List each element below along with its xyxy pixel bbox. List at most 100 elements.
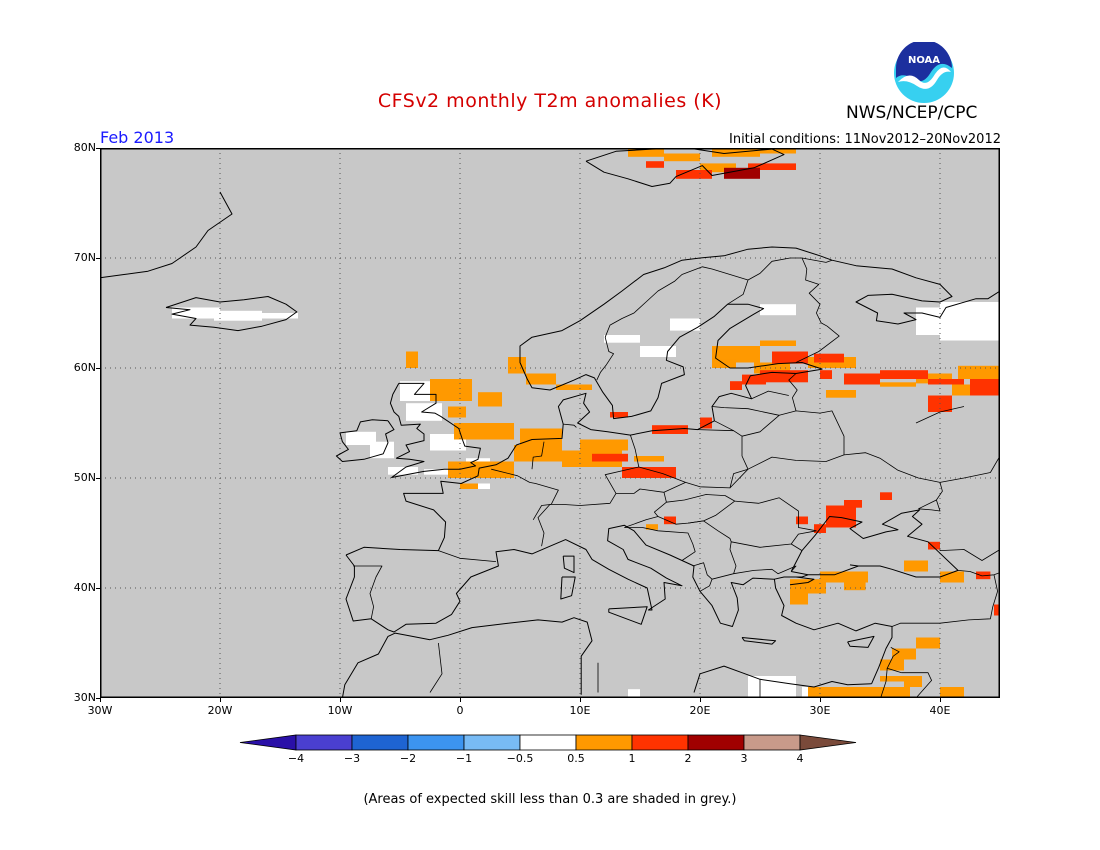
coastline xyxy=(847,635,875,648)
lat-lon-gridlines xyxy=(100,148,1000,698)
lon-label: 30E xyxy=(809,704,831,717)
country-border xyxy=(666,494,735,503)
country-border xyxy=(624,527,696,561)
lon-tick xyxy=(340,698,341,702)
country-border xyxy=(915,406,965,424)
anomaly-cell-red-0 xyxy=(676,170,712,179)
country-border xyxy=(353,565,383,619)
anomaly-cell-white-12 xyxy=(604,335,640,343)
coastline xyxy=(389,382,481,478)
coastline xyxy=(341,617,593,698)
skill-grey-background xyxy=(100,148,1000,698)
anomaly-cell-red-20 xyxy=(844,500,862,508)
anomaly-cell-red-3 xyxy=(610,412,628,418)
anomaly-cell-orange-7 xyxy=(448,406,466,418)
coastline xyxy=(790,509,959,578)
initial-conditions: Initial conditions: 11Nov2012–20Nov2012 xyxy=(729,132,1001,147)
country-border xyxy=(751,390,789,400)
country-border xyxy=(537,488,667,547)
colorbar-box xyxy=(575,734,633,751)
country-border xyxy=(714,420,734,432)
anomaly-cell-white-0 xyxy=(172,307,220,319)
colorbar-label: −2 xyxy=(399,752,417,765)
anomaly-cell-red-14 xyxy=(844,373,880,385)
anomaly-cell-red-24 xyxy=(928,541,940,550)
country-border xyxy=(801,257,833,263)
anomaly-cell-white-1 xyxy=(214,310,262,321)
anomaly-cell-orange-2 xyxy=(700,163,736,173)
lat-label: 40N xyxy=(73,581,96,594)
anomaly-cell-orange-35 xyxy=(844,582,866,591)
country-border xyxy=(733,568,773,575)
country-border xyxy=(771,565,797,575)
anomaly-cell-red-26 xyxy=(994,604,1000,616)
anomaly-cell-red-21 xyxy=(880,492,892,500)
lat-tick xyxy=(96,368,100,369)
country-border xyxy=(891,574,998,627)
logo-blue-top xyxy=(896,42,952,82)
anomaly-cell-white-17 xyxy=(940,302,1000,341)
lat-tick xyxy=(96,258,100,259)
anomaly-cell-red-9 xyxy=(742,374,766,385)
anomaly-cell-red-22 xyxy=(796,516,808,525)
anomaly-cell-orange-33 xyxy=(790,579,826,594)
lon-tick xyxy=(220,698,221,702)
anomaly-cell-white-14 xyxy=(670,318,700,331)
lon-label: 20W xyxy=(207,704,233,717)
anomaly-cell-orange-38 xyxy=(880,659,904,671)
colorbar-box xyxy=(631,734,689,751)
anomaly-cell-white-15 xyxy=(760,304,796,316)
anomaly-cell-red-5 xyxy=(622,467,676,478)
colorbar-box xyxy=(407,734,465,751)
anomaly-cell-orange-37 xyxy=(892,648,916,660)
coastlines-and-borders xyxy=(100,148,1000,698)
colorbar-box xyxy=(687,734,745,751)
anomaly-cell-red-2 xyxy=(646,161,664,168)
anomaly-cell-orange-40 xyxy=(904,676,922,687)
anomaly-cell-orange-26 xyxy=(880,382,916,387)
anomaly-cell-orange-15 xyxy=(514,445,562,462)
lon-tick xyxy=(460,698,461,702)
colorbar-label: 1 xyxy=(628,752,636,765)
colorbar-label: −1 xyxy=(455,752,473,765)
coastline xyxy=(849,564,859,567)
lon-tick xyxy=(940,698,941,702)
anomaly-cell-orange-10 xyxy=(526,373,556,385)
colorbar-label: 0.5 xyxy=(567,752,585,765)
country-border xyxy=(939,549,1000,561)
anomaly-cell-orange-5 xyxy=(406,351,418,368)
lon-tick xyxy=(820,698,821,702)
anomaly-cell-orange-14 xyxy=(580,439,628,451)
coastline xyxy=(165,296,298,332)
anomaly-cell-orange-19 xyxy=(634,456,664,462)
anomaly-cell-orange-34 xyxy=(790,593,808,605)
anomaly-cell-orange-8 xyxy=(478,392,502,407)
lon-label: 20E xyxy=(689,704,711,717)
anomaly-cell-red-4 xyxy=(592,453,628,462)
anomaly-cell-orange-20 xyxy=(712,346,760,363)
lon-tick xyxy=(580,698,581,702)
forecast-month: Feb 2013 xyxy=(100,128,175,147)
anomaly-cell-white-8 xyxy=(388,467,418,475)
country-border xyxy=(638,429,749,489)
colorbar-label: −4 xyxy=(287,752,305,765)
anomaly-cell-red-11 xyxy=(820,370,832,379)
anomaly-cell-orange-32 xyxy=(820,571,868,583)
anomaly-cell-orange-0 xyxy=(628,148,664,157)
lon-label: 30W xyxy=(87,704,113,717)
colorbar-box xyxy=(519,734,577,751)
anomaly-cell-orange-1 xyxy=(664,153,700,162)
lon-label: 10E xyxy=(569,704,591,717)
coastline xyxy=(345,368,823,556)
anomaly-cell-white-21 xyxy=(628,689,640,698)
colorbar-box xyxy=(295,734,353,751)
anomaly-cell-orange-27 xyxy=(916,373,952,384)
colorbar-label: 4 xyxy=(796,752,804,765)
anomaly-cell-red-19 xyxy=(826,505,856,528)
anomaly-cell-orange-9 xyxy=(508,357,526,374)
coastline xyxy=(345,524,893,684)
anomaly-cell-red-18 xyxy=(970,379,1000,396)
anomaly-cell-orange-30 xyxy=(904,560,928,572)
logo-white-bird xyxy=(898,67,951,89)
logo-text: NOAA xyxy=(908,55,940,66)
